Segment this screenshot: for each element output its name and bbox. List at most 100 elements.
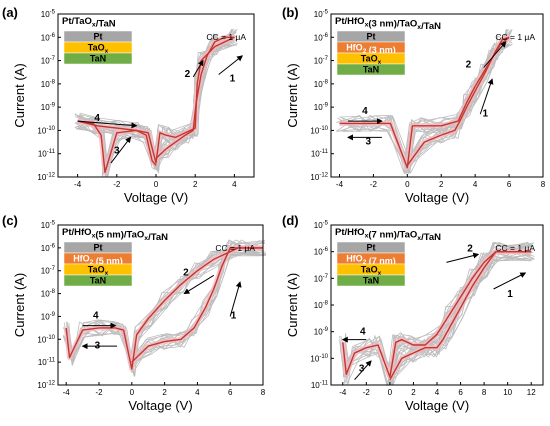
stack-layer-label: TaN: [90, 276, 106, 286]
y-tick-label: 10-11: [311, 149, 329, 159]
y-tick-label: 10-11: [311, 381, 329, 391]
x-tick-label: 2: [411, 388, 416, 397]
stack-layer-label: Pt: [94, 32, 103, 42]
compliance-current-label: CC = 1 μA: [215, 243, 255, 253]
reset-branch-curve: [342, 250, 532, 378]
gray-cycle-curve: [80, 119, 160, 171]
y-tick-label: 10-8: [314, 301, 329, 311]
y-tick-label: 10-6: [314, 247, 329, 257]
gray-cycle-curve: [388, 254, 529, 386]
sweep-step-number: 3: [95, 340, 101, 351]
panel-title: Pt/HfOx(5 nm)/TaOx/TaN: [62, 227, 168, 243]
sweep-direction-arrow: [192, 59, 204, 78]
y-axis-label: Current (A): [285, 273, 300, 337]
y-tick-label: 10-8: [41, 289, 56, 299]
x-tick-label: 4: [232, 180, 237, 189]
sweep-direction-arrow: [354, 360, 372, 380]
x-tick-label: 6: [458, 388, 463, 397]
x-tick-label: -2: [95, 388, 103, 397]
x-tick-label: 8: [482, 388, 487, 397]
sweep-direction-arrow: [446, 252, 480, 263]
stack-layer-label: Pt: [367, 32, 376, 42]
gray-cycle-curve: [392, 241, 535, 386]
panel-a: (a) -4 -2 0 2 4 10-12 10-11 10-10 10-9 10-8 10-7 10-…: [2, 5, 255, 205]
y-tick-label: 10-11: [38, 149, 56, 159]
x-axis-label: Voltage (V): [405, 398, 469, 413]
y-tick-label: 10-8: [314, 79, 329, 89]
panel-label: (c): [2, 213, 18, 228]
x-tick-label: -2: [370, 180, 378, 189]
y-tick-label: 10-10: [37, 335, 55, 345]
sweep-step-number: 1: [230, 74, 236, 85]
sweep-step-number: 1: [231, 311, 237, 322]
stack-layer-label: TaOx: [361, 54, 382, 67]
y-tick-label: 10-5: [314, 221, 329, 231]
panel-label: (d): [282, 213, 299, 228]
x-tick-label: -4: [74, 180, 82, 189]
x-tick-label: 0: [154, 180, 159, 189]
y-tick-label: 10-10: [310, 354, 328, 364]
x-tick-label: 4: [435, 388, 440, 397]
sweep-direction-arrow: [110, 136, 132, 164]
sweep-step-number: 4: [360, 326, 366, 337]
x-tick-label: 4: [473, 180, 478, 189]
stack-layer-label: TaN: [363, 276, 379, 286]
plot-frame: [330, 13, 544, 178]
y-axis-label: Current (A): [12, 63, 27, 127]
set-branch-curve: [389, 250, 532, 381]
x-tick-label: 0: [388, 388, 393, 397]
y-tick-label: 10-7: [314, 274, 329, 284]
gray-cycle-curve: [406, 42, 512, 172]
y-tick-label: 10-9: [314, 327, 329, 337]
set-branch-curve: [406, 36, 510, 166]
x-tick-label: 2: [193, 180, 198, 189]
y-tick-label: 10-7: [41, 56, 56, 65]
x-tick-label: 10: [503, 388, 512, 397]
sweep-step-number: 2: [466, 60, 472, 71]
sweep-step-number: 1: [507, 289, 513, 300]
panel-c: (c) -4 -2 0 2 4 6 8 10-12 10-11 10-10 10-9 10-8 10-7 1…: [2, 213, 267, 413]
return-branch-curve: [77, 120, 157, 166]
sweep-step-number: 3: [366, 136, 372, 147]
sweep-direction-arrow: [483, 41, 507, 68]
x-axis-label: Voltage (V): [124, 190, 188, 205]
stack-layer-label: TaOx: [88, 43, 109, 56]
y-tick-label: 10-7: [41, 266, 56, 276]
x-tick-label: -4: [63, 388, 71, 397]
x-tick-label: 4: [195, 388, 200, 397]
y-tick-label: 10-9: [314, 103, 329, 113]
set-branch-curve: [131, 247, 263, 363]
y-tick-label: 10-11: [38, 358, 56, 368]
y-tick-label: 10-12: [37, 381, 55, 391]
y-tick-label: 10-5: [41, 10, 56, 20]
panel-b: (b) -4 -2 0 2 4 6 8 10-12 10-11 10-10 10-9 10-8 10-7 1…: [282, 5, 546, 205]
y-tick-label: 10-5: [314, 10, 329, 20]
x-tick-label: 8: [541, 180, 546, 189]
x-tick-label: 0: [130, 388, 135, 397]
y-tick-label: 10-7: [314, 56, 329, 65]
gray-cycle-curve: [130, 244, 265, 359]
stack-layer-label: HfO2 (7 nm): [346, 254, 396, 267]
x-axis-label: Voltage (V): [128, 398, 192, 413]
panel-title: Pt/HfOx(7 nm)/TaOx/TaN: [335, 227, 441, 243]
sweep-step-number: 1: [483, 108, 489, 119]
sweep-direction-arrow: [493, 272, 527, 290]
y-tick-label: 10-9: [41, 312, 56, 322]
panel-title: Pt/TaOx/TaN: [62, 16, 116, 30]
y-tick-label: 10-10: [310, 126, 328, 136]
stack-layer-label: Pt: [94, 243, 103, 253]
y-tick-label: 10-6: [41, 33, 56, 43]
x-tick-label: 8: [261, 388, 266, 397]
stack-layer-label: TaN: [90, 54, 106, 64]
sweep-direction-arrow: [479, 78, 494, 115]
x-tick-label: 6: [507, 180, 512, 189]
gray-cycle-curve: [410, 39, 513, 166]
stack-layer-label: HfO2 (3 nm): [346, 43, 396, 56]
panel-d: (d)-4 -2 0 2 4 6 8 10 1210-1110-1010-910-810-710…: [282, 213, 544, 413]
sweep-step-number: 2: [467, 244, 473, 255]
stack-layer-block: [336, 274, 406, 287]
sweep-step-number: 3: [359, 364, 365, 375]
sweep-step-number: 2: [183, 267, 189, 278]
panel-label: (b): [282, 5, 299, 20]
